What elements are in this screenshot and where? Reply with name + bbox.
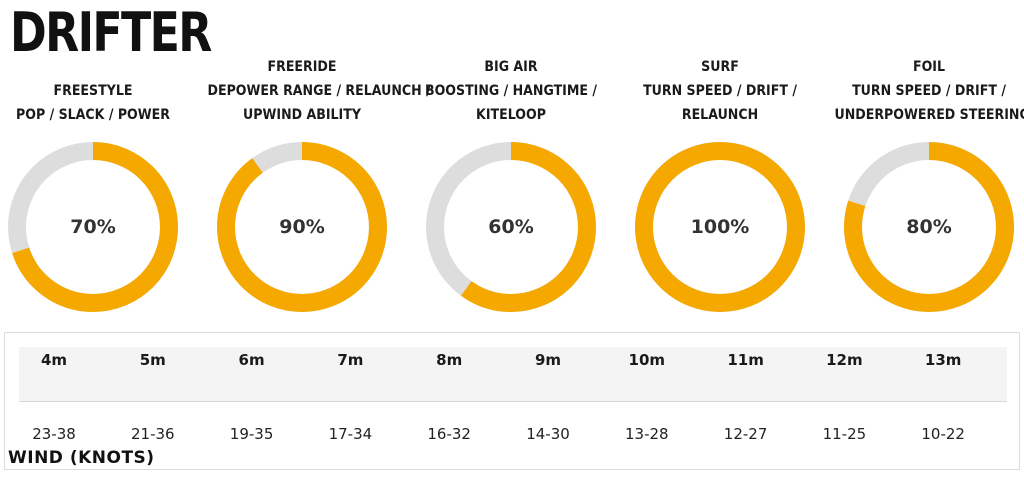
gauge-5: FOIL TURN SPEED / DRIFT / UNDERPOWERED STE… [824, 55, 1024, 315]
gauge-heading-line: FOIL [912, 59, 946, 75]
size-header-row [19, 347, 1007, 402]
gauge-ring: 80% [844, 142, 1014, 312]
gauge-heading: FREESTYLE POP / SLACK / POWER [0, 79, 188, 127]
gauge-heading-line: DEPOWER RANGE / RELAUNCH / [207, 83, 431, 99]
gauge-ring: 70% [8, 142, 178, 312]
gauge-heading-line: TURN SPEED / DRIFT / [643, 83, 797, 99]
gauge-heading-line: TURN SPEED / DRIFT / [852, 83, 1006, 99]
gauge-heading-line: SURF [701, 59, 739, 75]
kite-size-cell: 12m [826, 351, 863, 369]
gauge-percent: 80% [906, 216, 952, 238]
wind-range-cell: 17-34 [328, 425, 373, 443]
gauge-4: SURF TURN SPEED / DRIFT / RELAUNCH 100% [615, 55, 825, 315]
gauge-heading: SURF TURN SPEED / DRIFT / RELAUNCH [626, 55, 815, 127]
wind-range-cell: 14-30 [526, 425, 570, 443]
gauge-fill-arc [217, 142, 387, 312]
gauge-heading-line: FREESTYLE [53, 83, 133, 99]
wind-range-cell: 10-22 [921, 425, 965, 443]
gauge-3: BIG AIR BOOSTING / HANGTIME / KITELOOP 60% [406, 55, 616, 315]
gauge-ring: 100% [635, 142, 805, 312]
gauge-heading-line: POP / SLACK / POWER [16, 107, 170, 123]
wind-range-cell: 23-38 [32, 425, 76, 443]
gauge-heading-line: UNDERPOWERED STEERING [834, 107, 1024, 123]
kite-size-cell: 8m [436, 351, 463, 369]
kite-size-cell: 7m [337, 351, 364, 369]
kite-size-cell: 6m [238, 351, 265, 369]
gauge-heading: FREERIDE DEPOWER RANGE / RELAUNCH / UPWIND… [207, 55, 431, 127]
gauge-heading-line: FREERIDE [267, 59, 337, 75]
size-wind-table: 4m 5m 6m 7m 8m 9m 10m 11m 12m 13m 23-38 21-36 19-35 1… [4, 332, 1020, 470]
wind-range-cell: 16-32 [427, 425, 471, 443]
wind-range-cell: 11-25 [822, 425, 867, 443]
gauge-heading-line: BOOSTING / HANGTIME / [424, 83, 598, 99]
gauge-percent: 60% [488, 216, 534, 238]
kite-size-cell: 9m [534, 351, 562, 369]
gauge-fill-arc [844, 142, 1014, 312]
wind-range-cell: 13-28 [625, 425, 669, 443]
gauge-2: FREERIDE DEPOWER RANGE / RELAUNCH / UPWIND… [197, 55, 431, 315]
wind-label: WIND (KNOTS) [8, 448, 155, 468]
kite-size-cell: 5m [139, 351, 166, 369]
gauge-percent: 90% [279, 216, 325, 238]
wind-range-cell: 21-36 [131, 425, 175, 443]
gauge-heading-line: UPWIND ABILITY [243, 107, 361, 123]
page-title: DRIFTER [10, 1, 212, 64]
gauge-heading: BIG AIR BOOSTING / HANGTIME / KITELOOP [417, 55, 606, 127]
kite-size-cell: 11m [727, 351, 764, 369]
gauge-fill-arc [635, 142, 805, 312]
gauge-percent: 100% [690, 216, 750, 238]
kite-size-cell: 4m [40, 351, 68, 369]
gauge-heading-line: BIG AIR [484, 59, 538, 75]
gauge-heading-line: RELAUNCH [681, 107, 759, 123]
gauge-percent: 70% [70, 216, 116, 238]
gauge-ring: 60% [426, 142, 596, 312]
kite-size-cell: 10m [628, 351, 666, 369]
wind-range-cell: 12-27 [723, 425, 768, 443]
gauge-1: FREESTYLE POP / SLACK / POWER 70% [0, 55, 198, 315]
wind-range-cell: 19-35 [229, 425, 274, 443]
gauge-heading-line: KITELOOP [476, 107, 546, 123]
kite-size-cell: 13m [924, 351, 962, 369]
gauge-fill-arc [426, 142, 596, 312]
gauge-ring: 90% [217, 142, 387, 312]
gauge-heading: FOIL TURN SPEED / DRIFT / UNDERPOWERED STE… [835, 55, 1024, 127]
gauge-fill-arc [8, 142, 178, 312]
